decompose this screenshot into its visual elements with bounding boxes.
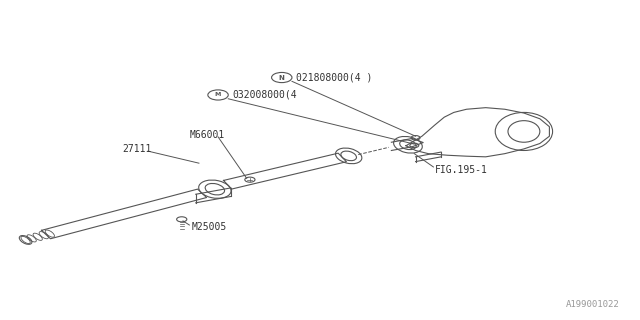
Text: FIG.195-1: FIG.195-1 (435, 164, 488, 174)
Text: M25005: M25005 (191, 222, 227, 232)
Text: N: N (279, 75, 285, 81)
Text: M: M (215, 92, 221, 98)
Text: 032008000(4: 032008000(4 (232, 90, 297, 100)
Text: A199001022: A199001022 (566, 300, 620, 309)
Text: 021808000(4 ): 021808000(4 ) (296, 73, 372, 83)
Text: 27111: 27111 (122, 144, 152, 154)
Text: M66001: M66001 (189, 130, 225, 140)
